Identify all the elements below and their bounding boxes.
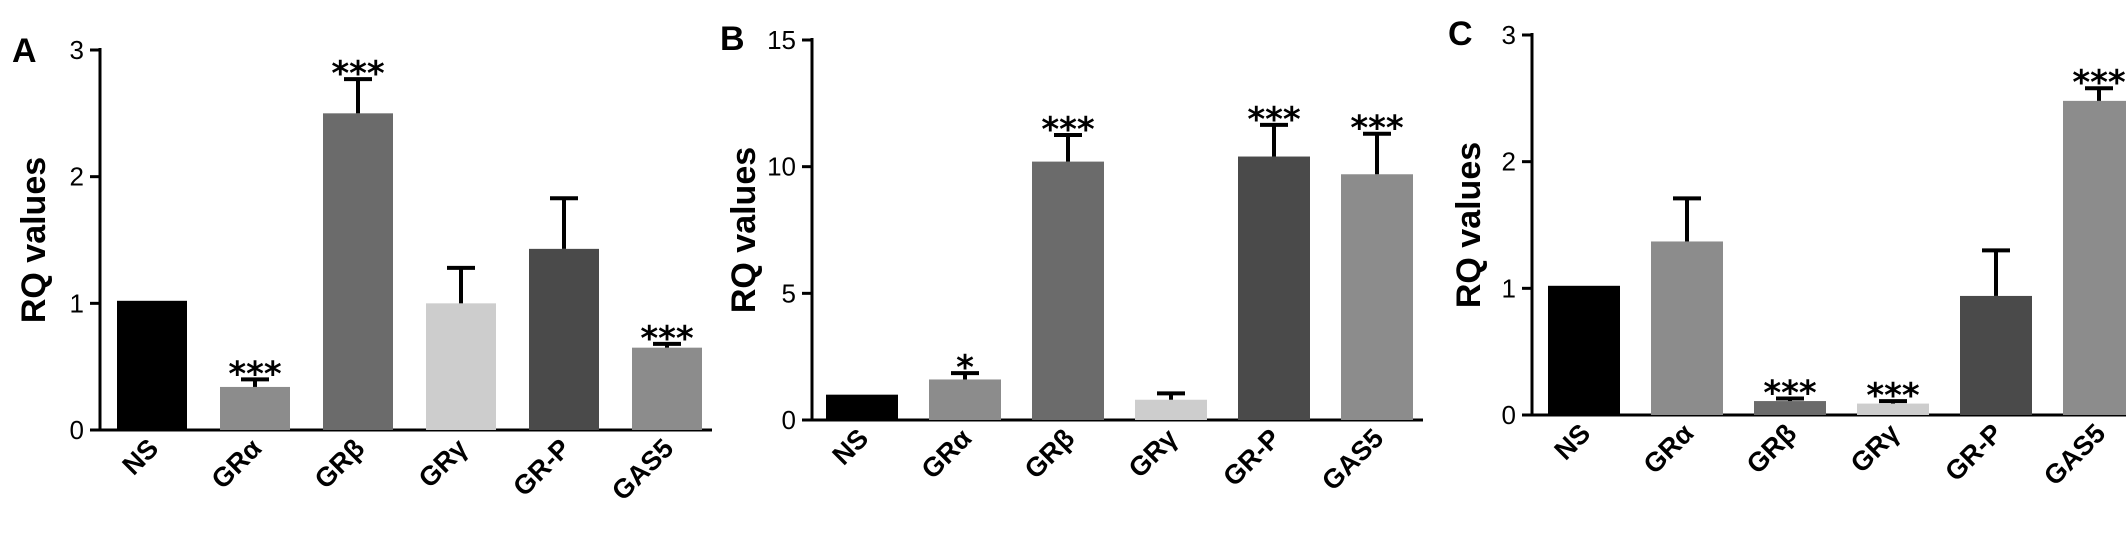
x-tick-label: GRα bbox=[916, 423, 978, 485]
significance-label: *** bbox=[1041, 110, 1095, 150]
x-tick-label: GR-P bbox=[507, 433, 576, 502]
y-tick-label: 5 bbox=[782, 278, 796, 308]
significance-label: *** bbox=[1247, 100, 1301, 140]
bar bbox=[826, 394, 898, 420]
x-tick-label: NS bbox=[827, 423, 875, 471]
y-tick-label: 0 bbox=[1502, 400, 1516, 430]
significance-label: *** bbox=[1866, 376, 1920, 416]
x-tick-label: GAS5 bbox=[1316, 423, 1389, 496]
x-tick-label: GRα bbox=[1638, 418, 1700, 480]
bar bbox=[426, 303, 496, 430]
x-tick-label: GR-P bbox=[1217, 423, 1286, 492]
panel-letter: B bbox=[720, 20, 745, 58]
bar bbox=[2063, 100, 2126, 415]
y-tick-label: 2 bbox=[1502, 147, 1516, 177]
y-axis-label: RQ values bbox=[725, 147, 763, 313]
y-tick-label: 3 bbox=[1502, 20, 1516, 50]
y-tick-label: 2 bbox=[70, 162, 84, 192]
bar bbox=[117, 300, 187, 430]
x-tick-label: GRγ bbox=[1845, 418, 1905, 478]
bar bbox=[1754, 401, 1826, 415]
y-tick-label: 0 bbox=[782, 405, 796, 435]
x-tick-label: GRβ bbox=[1741, 418, 1803, 480]
y-axis-label: RQ values bbox=[15, 157, 53, 323]
bar bbox=[929, 379, 1001, 420]
bar bbox=[1135, 399, 1207, 420]
y-tick-label: 15 bbox=[767, 25, 796, 55]
bar bbox=[1857, 403, 1929, 415]
panel-letter: C bbox=[1448, 15, 1473, 53]
x-tick-label: GR-P bbox=[1939, 418, 2008, 487]
significance-label: * bbox=[956, 348, 974, 388]
chart-panel-b: B RQ values 0 5 10 15 NS * GRα *** GRβ GRγ *** GR-P **… bbox=[720, 20, 1423, 496]
significance-label: *** bbox=[331, 54, 385, 94]
x-tick-label: GRβ bbox=[309, 433, 371, 495]
significance-label: *** bbox=[2072, 63, 2126, 103]
bar bbox=[323, 113, 393, 430]
bar bbox=[1651, 241, 1723, 415]
bar bbox=[529, 248, 599, 430]
chart-panel-a: A RQ values 0 1 2 3 NS *** GRα *** GRβ GRγ GR-P *** GA… bbox=[12, 32, 712, 506]
y-tick-label: 1 bbox=[70, 288, 84, 318]
bar bbox=[1238, 156, 1310, 421]
y-tick-label: 10 bbox=[767, 152, 796, 182]
bar bbox=[632, 347, 702, 430]
x-tick-label: GRα bbox=[206, 433, 268, 495]
significance-label: *** bbox=[640, 319, 694, 359]
significance-label: *** bbox=[228, 354, 282, 394]
x-tick-label: GAS5 bbox=[606, 433, 679, 506]
x-tick-label: GRγ bbox=[1123, 423, 1183, 483]
y-tick-label: 1 bbox=[1502, 273, 1516, 303]
x-tick-label: GRγ bbox=[413, 433, 473, 493]
bar bbox=[1548, 285, 1620, 415]
significance-label: *** bbox=[1763, 374, 1817, 414]
y-axis-label: RQ values bbox=[1450, 142, 1488, 308]
y-tick-label: 0 bbox=[70, 415, 84, 445]
bar bbox=[220, 386, 290, 430]
bar bbox=[1960, 295, 2032, 415]
y-tick-label: 3 bbox=[70, 35, 84, 65]
x-tick-label: NS bbox=[1549, 418, 1597, 466]
x-tick-label: GAS5 bbox=[2038, 418, 2111, 491]
bar bbox=[1032, 161, 1104, 420]
bar bbox=[1341, 174, 1413, 420]
significance-label: *** bbox=[1350, 109, 1404, 149]
panel-letter: A bbox=[12, 32, 37, 70]
x-tick-label: NS bbox=[117, 433, 165, 481]
x-tick-label: GRβ bbox=[1019, 423, 1081, 485]
